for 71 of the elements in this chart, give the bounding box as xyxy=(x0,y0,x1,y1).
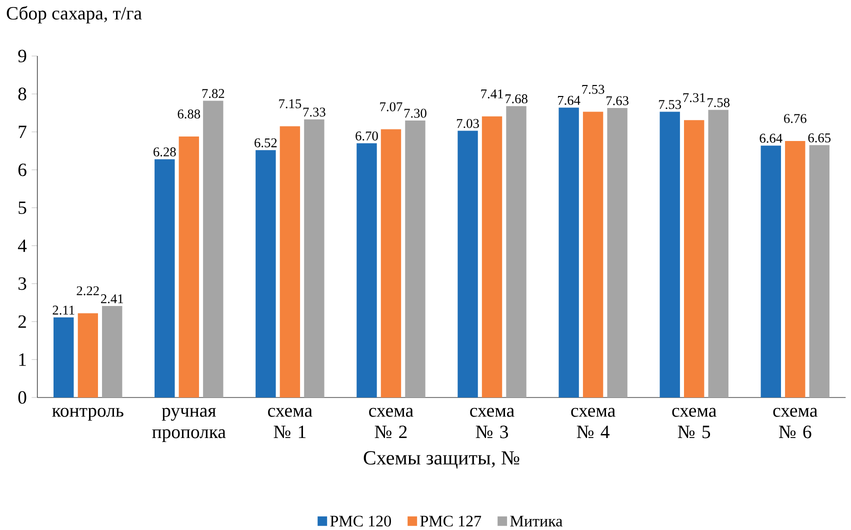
data-label: 7.53 xyxy=(582,85,604,94)
y-tick-label: 7 xyxy=(18,126,26,138)
data-label: 2.41 xyxy=(101,294,123,304)
x-tick-label: схема № 4 xyxy=(571,408,616,438)
bar xyxy=(708,110,728,398)
y-tick-label: 8 xyxy=(18,88,26,101)
y-tick-label: 1 xyxy=(19,354,26,366)
x-tick-label: схема № 6 xyxy=(773,408,818,438)
data-label: 6.28 xyxy=(154,148,176,157)
legend-label: Митика xyxy=(510,516,562,527)
legend-label: РМС 127 xyxy=(420,516,482,527)
x-tick-label: контроль xyxy=(52,408,124,421)
data-label: 7.58 xyxy=(708,98,730,108)
data-label: 6.76 xyxy=(784,114,806,124)
data-label: 7.30 xyxy=(404,108,426,118)
x-tick-label: схема № 3 xyxy=(470,408,514,438)
y-tick-label: 9 xyxy=(18,50,26,63)
bar xyxy=(458,131,478,398)
data-label: 7.64 xyxy=(558,96,580,106)
y-tick-label: 2 xyxy=(18,316,26,328)
bar xyxy=(482,116,502,398)
x-tick-label: ручная прополка xyxy=(152,408,226,442)
bar xyxy=(304,120,324,398)
data-label: 2.11 xyxy=(52,306,74,315)
data-label: 7.82 xyxy=(202,89,224,98)
x-tick-label: схема № 2 xyxy=(369,408,414,438)
bar xyxy=(102,306,122,398)
bar xyxy=(809,145,830,398)
data-label: 7.41 xyxy=(481,90,503,99)
y-tick-label: 6 xyxy=(18,164,26,176)
data-label: 7.31 xyxy=(683,93,705,102)
x-axis-title: Схемы защиты, № xyxy=(364,451,520,469)
bar xyxy=(660,112,680,398)
bar xyxy=(785,141,806,398)
data-label: 7.33 xyxy=(303,108,326,117)
data-label: 6.88 xyxy=(178,110,200,119)
data-label: 6.70 xyxy=(356,132,378,141)
bar xyxy=(582,112,604,398)
data-label: 2.22 xyxy=(76,286,99,296)
data-label: 7.15 xyxy=(279,100,302,109)
bar xyxy=(380,129,402,398)
y-tick-label: 5 xyxy=(18,202,26,214)
bar xyxy=(760,146,781,398)
data-label: 7.68 xyxy=(505,94,528,104)
data-label: 7.03 xyxy=(456,119,479,128)
y-tick-label: 4 xyxy=(18,240,27,252)
bar xyxy=(506,106,526,398)
y-axis-title: Сбор сахара, т/га xyxy=(6,6,142,24)
bar xyxy=(356,144,377,398)
bar xyxy=(54,318,74,398)
y-tick-label: 0 xyxy=(18,391,26,404)
x-tick-label: схема № 5 xyxy=(672,408,716,438)
data-label: 6.52 xyxy=(254,138,277,148)
y-tick-label: 3 xyxy=(18,278,26,290)
bar xyxy=(607,108,628,398)
bar xyxy=(558,108,579,398)
x-tick-label: схема № 1 xyxy=(268,408,312,438)
data-label: 6.64 xyxy=(760,134,782,144)
bar xyxy=(280,126,300,398)
bar xyxy=(154,159,175,398)
data-label: 6.65 xyxy=(808,134,831,143)
bar xyxy=(684,120,704,398)
bar xyxy=(405,120,426,398)
data-label: 7.53 xyxy=(659,100,681,110)
bar xyxy=(203,101,224,398)
legend-label: РМС 120 xyxy=(330,516,391,527)
data-label: 7.63 xyxy=(606,96,628,106)
bar xyxy=(178,136,200,398)
data-label: 7.07 xyxy=(380,102,402,112)
bar xyxy=(256,150,276,398)
bar xyxy=(78,313,98,398)
